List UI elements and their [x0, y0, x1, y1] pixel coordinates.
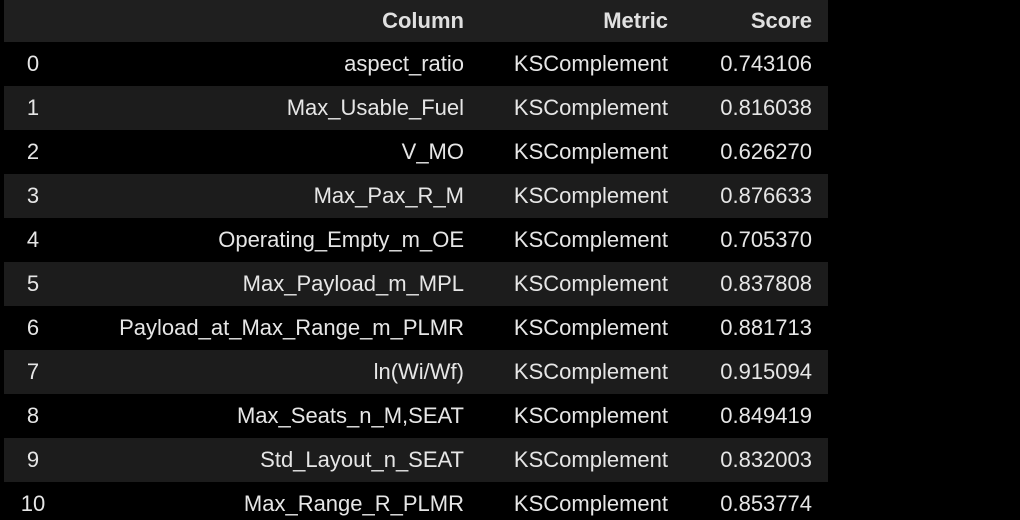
table-row: 8 Max_Seats_n_M,SEAT KSComplement 0.8494… [4, 394, 828, 438]
cell-score: 0.832003 [720, 447, 812, 472]
cell-metric: KSComplement [513, 359, 668, 384]
table-row: 2 V_MO KSComplement 0.626270 [4, 130, 828, 174]
cell-metric: KSComplement [513, 315, 668, 340]
cell-column: Payload_at_Max_Range_m_PLMR [119, 315, 464, 340]
table-row: 5 Max_Payload_m_MPL KSComplement 0.83780… [4, 262, 828, 306]
table-row: 0 aspect_ratio KSComplement 0.743106 [4, 42, 828, 86]
cell-metric: KSComplement [513, 447, 668, 472]
table-row: 3 Max_Pax_R_M KSComplement 0.876633 [4, 174, 828, 218]
table-header: Column Metric Score [4, 0, 828, 42]
row-index: 9 [26, 447, 40, 472]
cell-metric: KSComplement [513, 227, 668, 252]
table-row: 10 Max_Range_R_PLMR KSComplement 0.85377… [4, 482, 828, 520]
table-body: 0 aspect_ratio KSComplement 0.743106 1 M… [4, 42, 828, 520]
cell-metric: KSComplement [513, 183, 668, 208]
score-header: Score [750, 8, 812, 33]
table-row: 7 ln(Wi/Wf) KSComplement 0.915094 [4, 350, 828, 394]
cell-metric: KSComplement [513, 139, 668, 164]
cell-column: Operating_Empty_m_OE [218, 227, 464, 252]
row-index: 0 [26, 51, 40, 76]
cell-column: ln(Wi/Wf) [373, 359, 464, 384]
table-row: 1 Max_Usable_Fuel KSComplement 0.816038 [4, 86, 828, 130]
cell-metric: KSComplement [513, 403, 668, 428]
cell-metric: KSComplement [513, 491, 668, 516]
cell-column: Max_Usable_Fuel [286, 95, 464, 120]
table-row: 9 Std_Layout_n_SEAT KSComplement 0.83200… [4, 438, 828, 482]
cell-column: Max_Range_R_PLMR [243, 491, 464, 516]
cell-metric: KSComplement [513, 271, 668, 296]
cell-column: Max_Payload_m_MPL [242, 271, 464, 296]
row-index: 1 [26, 95, 40, 120]
cell-score: 0.881713 [720, 315, 812, 340]
cell-metric: KSComplement [513, 51, 668, 76]
row-index: 5 [26, 271, 40, 296]
row-index: 4 [26, 227, 40, 252]
cell-column: aspect_ratio [344, 51, 464, 76]
table-row: 4 Operating_Empty_m_OE KSComplement 0.70… [4, 218, 828, 262]
cell-score: 0.853774 [720, 491, 812, 516]
header-row: Column Metric Score [4, 0, 828, 42]
row-index: 10 [20, 491, 46, 516]
cell-score: 0.915094 [720, 359, 812, 384]
row-index: 8 [26, 403, 40, 428]
cell-score: 0.816038 [720, 95, 812, 120]
dataframe-table: Column Metric Score 0 aspect_ratio KSCom… [4, 0, 828, 520]
cell-score: 0.743106 [720, 51, 812, 76]
row-index: 3 [26, 183, 40, 208]
table-row: 6 Payload_at_Max_Range_m_PLMR KSCompleme… [4, 306, 828, 350]
row-index: 7 [26, 359, 40, 384]
cell-column: Std_Layout_n_SEAT [260, 447, 464, 472]
cell-column: V_MO [401, 139, 464, 164]
index-header [4, 0, 62, 42]
column-header: Column [382, 8, 464, 33]
row-index: 2 [26, 139, 40, 164]
cell-score: 0.626270 [720, 139, 812, 164]
row-index: 6 [26, 315, 40, 340]
cell-score: 0.705370 [720, 227, 812, 252]
cell-column: Max_Seats_n_M,SEAT [236, 403, 464, 428]
metric-header: Metric [603, 8, 668, 33]
cell-score: 0.849419 [720, 403, 812, 428]
cell-column: Max_Pax_R_M [313, 183, 464, 208]
cell-metric: KSComplement [513, 95, 668, 120]
cell-score: 0.837808 [720, 271, 812, 296]
cell-score: 0.876633 [720, 183, 812, 208]
